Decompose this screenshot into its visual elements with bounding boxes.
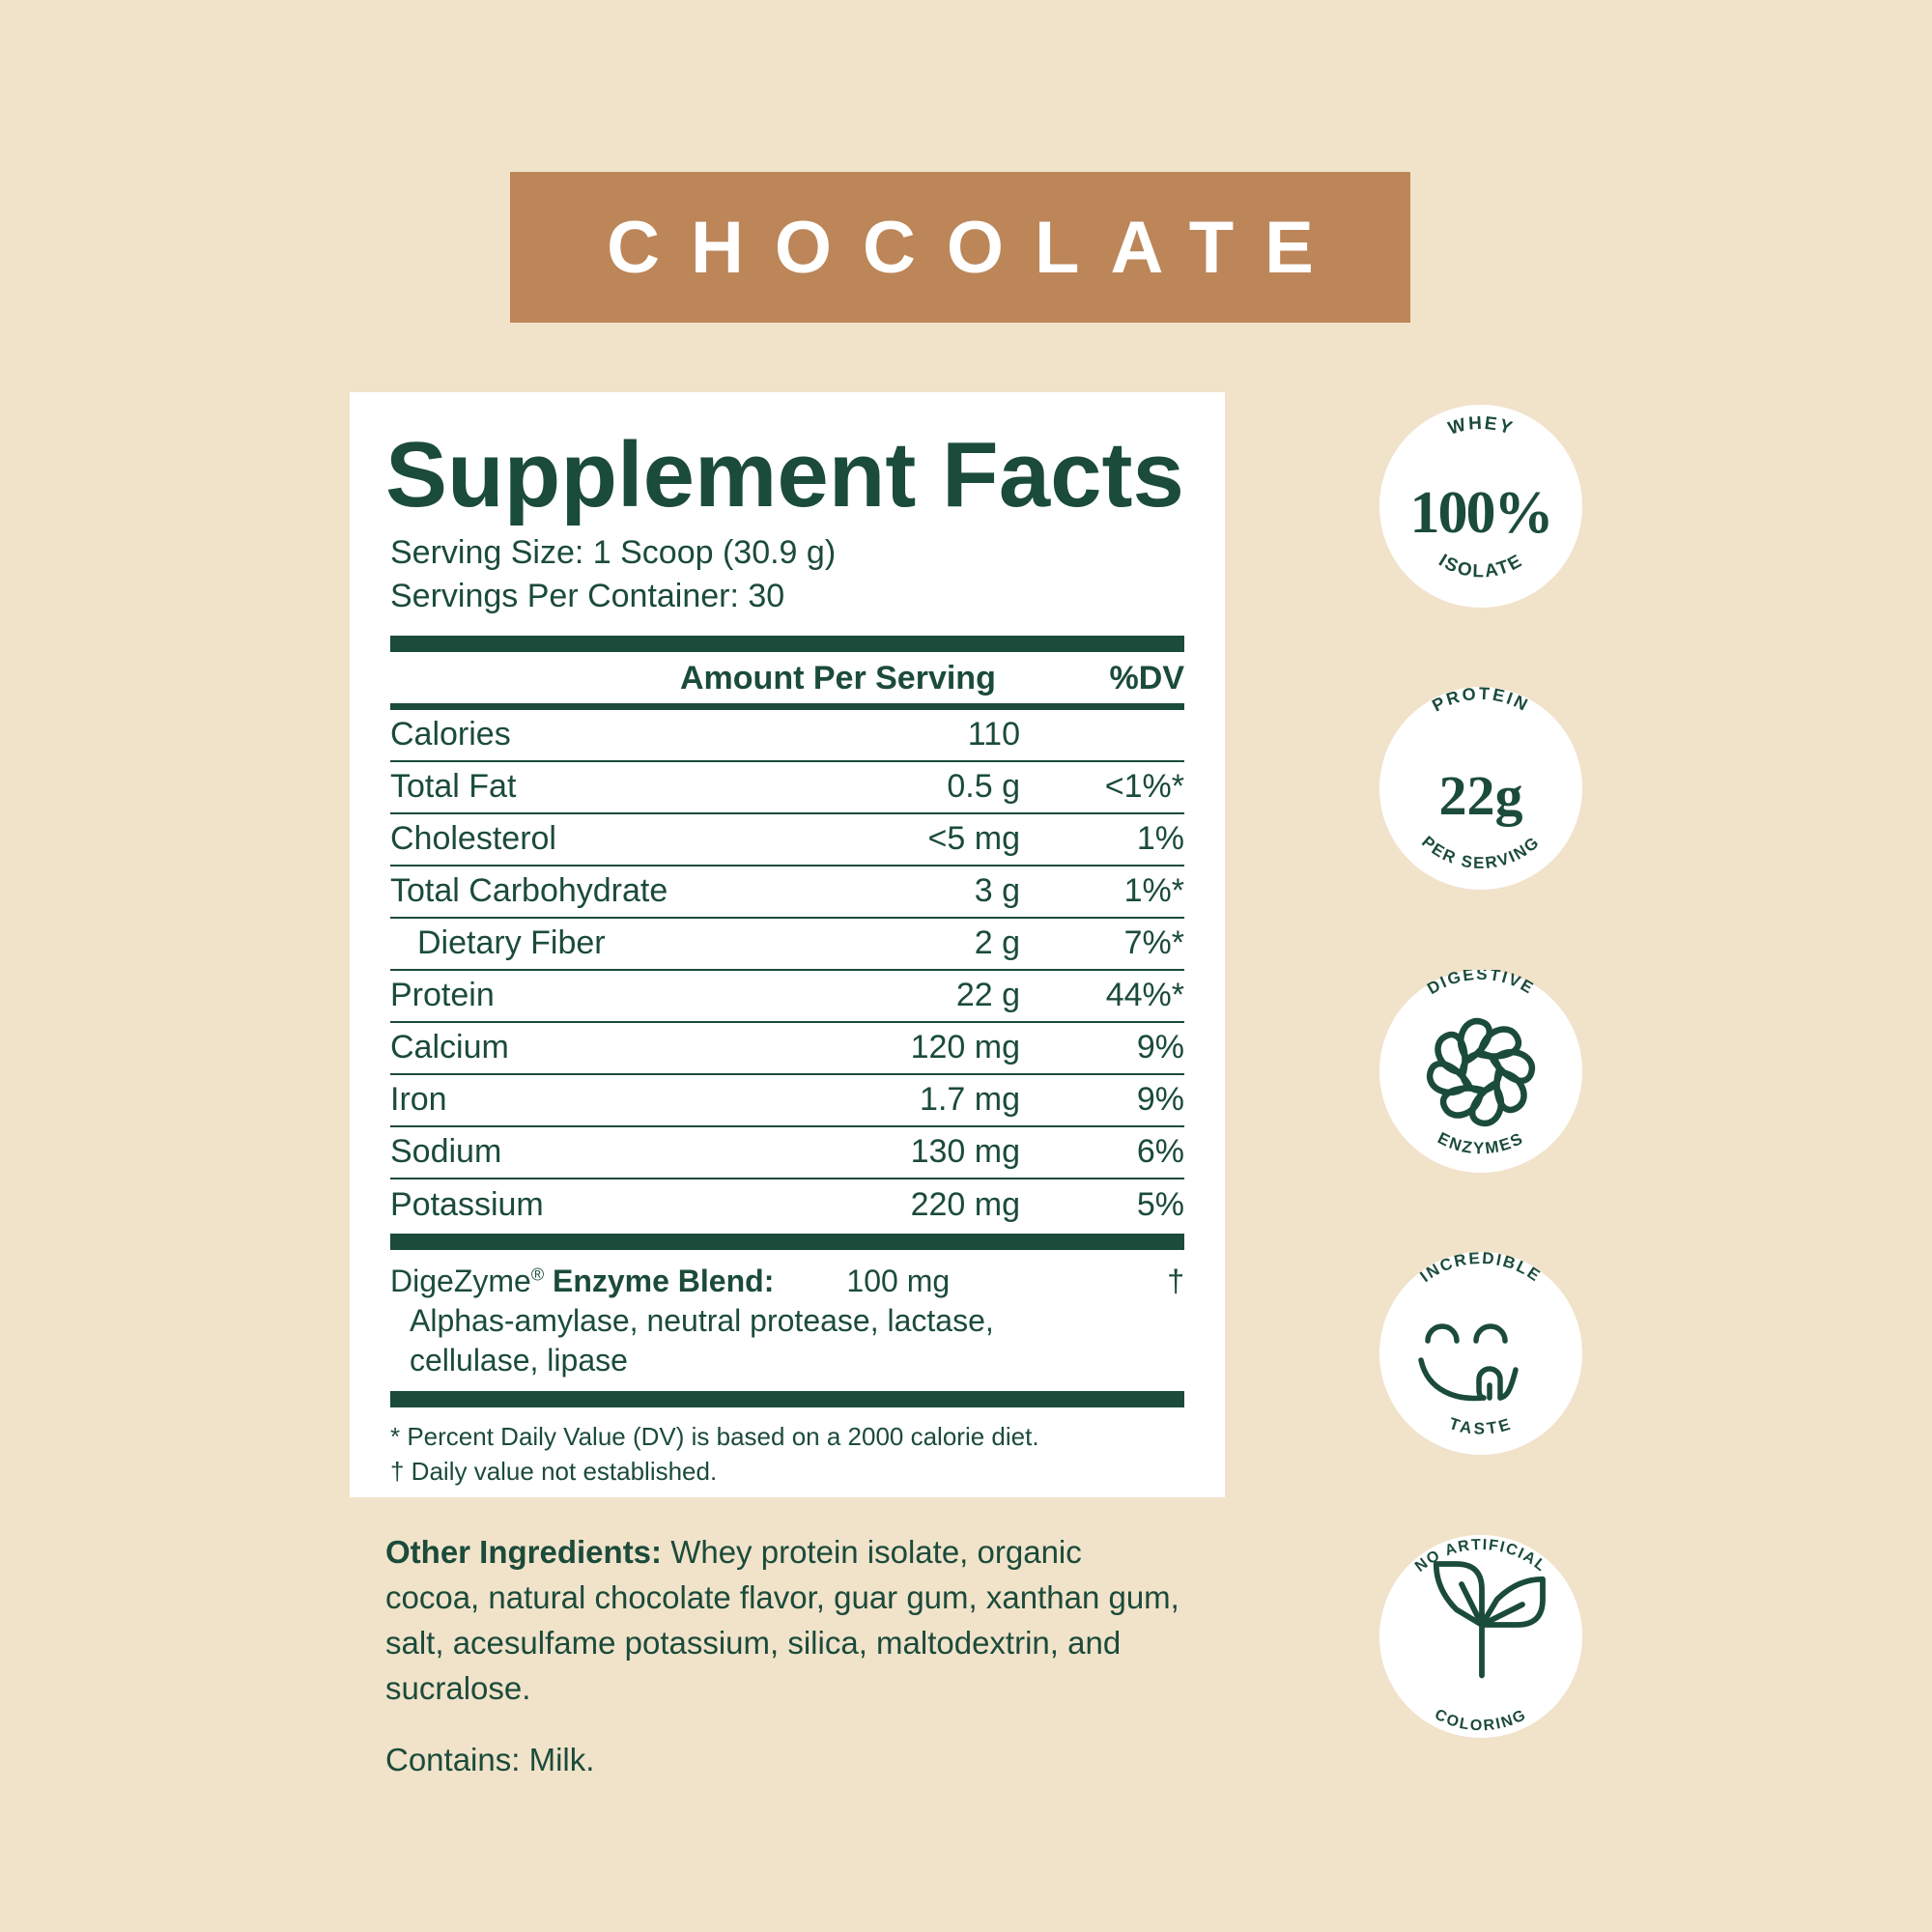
svg-text:ISOLATE: ISOLATE xyxy=(1435,551,1527,582)
svg-text:WHEY: WHEY xyxy=(1446,413,1517,440)
svg-text:PROTEIN: PROTEIN xyxy=(1429,687,1532,716)
svg-text:ENZYMES: ENZYMES xyxy=(1435,1128,1527,1157)
svg-text:TASTE: TASTE xyxy=(1447,1414,1515,1438)
svg-text:100%: 100% xyxy=(1410,480,1552,546)
svg-text:PER SERVING: PER SERVING xyxy=(1418,833,1544,872)
svg-text:COLORING: COLORING xyxy=(1432,1706,1529,1734)
svg-text:DIGESTIVE: DIGESTIVE xyxy=(1424,970,1538,998)
svg-text:NO ARTIFICIAL: NO ARTIFICIAL xyxy=(1412,1537,1549,1576)
svg-text:22g: 22g xyxy=(1439,764,1523,827)
svg-text:INCREDIBLE: INCREDIBLE xyxy=(1417,1252,1546,1286)
